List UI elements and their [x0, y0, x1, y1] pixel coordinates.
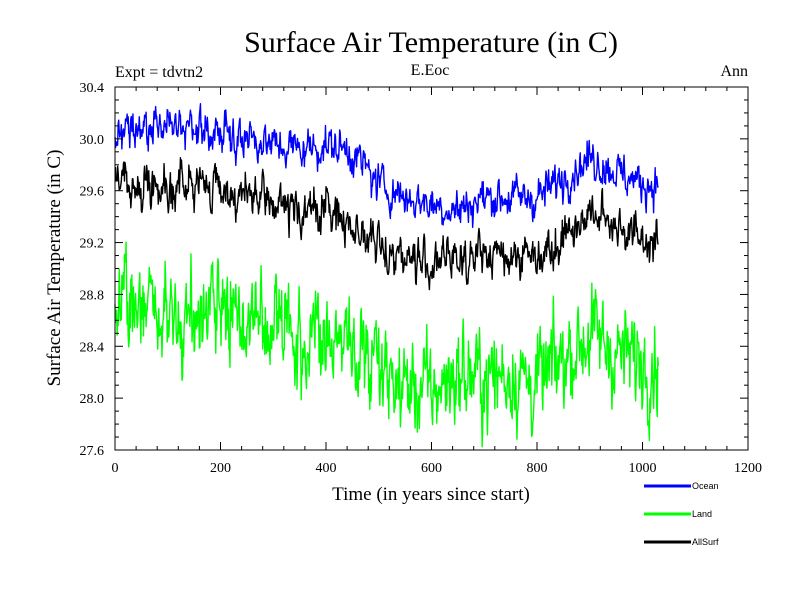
x-axis-label: Time (in years since start) — [332, 484, 530, 505]
series-line-land — [114, 241, 660, 448]
legend: Ocean Land AllSurf — [644, 481, 719, 547]
x-tick-label: 800 — [527, 461, 548, 476]
x-tick-label: 0 — [112, 461, 119, 476]
y-tick-label: 28.0 — [80, 392, 105, 407]
y-tick-label: 28.8 — [80, 288, 105, 303]
chart-subtitle-left: Expt = tdvtn2 — [115, 64, 203, 81]
series-line-ocean — [114, 103, 659, 229]
y-tick-label: 30.4 — [80, 81, 105, 96]
legend-label-allsurf: AllSurf — [692, 537, 719, 547]
x-tick-label: 1000 — [629, 461, 657, 476]
y-axis-label: Surface Air Temperature (in C) — [44, 150, 65, 387]
y-tick-label: 28.4 — [80, 340, 105, 355]
x-tick-labels: 0 200 400 600 800 1000 1200 — [112, 461, 763, 476]
tick-layer — [114, 86, 749, 451]
y-tick-labels: 27.6 28.0 28.4 28.8 29.2 29.6 30.0 30.4 — [80, 81, 105, 459]
legend-label-land: Land — [692, 509, 712, 519]
series-layer — [114, 103, 660, 448]
legend-label-ocean: Ocean — [692, 481, 719, 491]
y-tick-label: 29.2 — [80, 237, 105, 252]
chart-title: Surface Air Temperature (in C) — [244, 26, 618, 59]
series-line-allsurf — [114, 157, 659, 291]
chart-subtitle-center: E.Eoc — [411, 62, 450, 79]
x-tick-label: 1200 — [734, 461, 762, 476]
y-tick-label: 29.6 — [80, 185, 105, 200]
chart-subtitle-right: Ann — [720, 63, 748, 80]
y-tick-label: 27.6 — [80, 444, 105, 459]
x-tick-label: 600 — [421, 461, 442, 476]
x-tick-label: 400 — [316, 461, 337, 476]
x-tick-label: 200 — [210, 461, 231, 476]
y-tick-label: 30.0 — [80, 133, 105, 148]
